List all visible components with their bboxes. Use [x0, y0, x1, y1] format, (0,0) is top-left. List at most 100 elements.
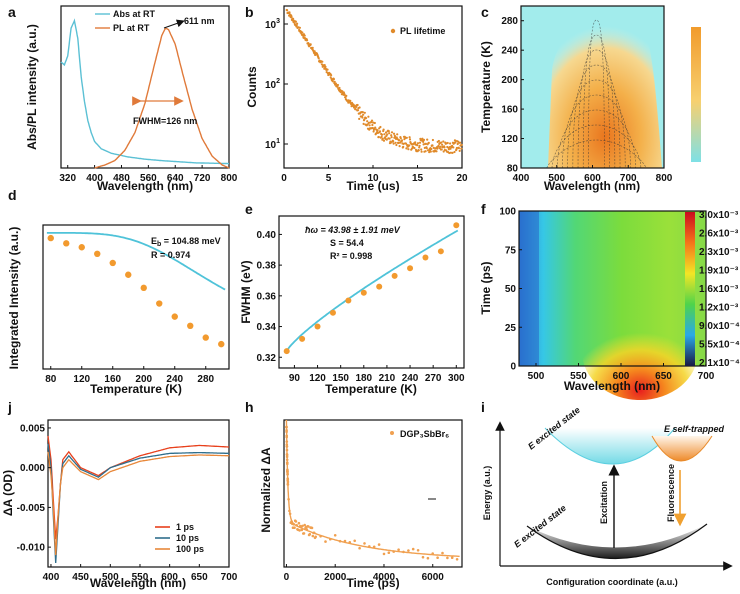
fluorescence-label: Fluorescence — [666, 464, 676, 522]
lifetime-point — [295, 24, 298, 27]
lifetime-point — [424, 150, 427, 153]
lifetime-point — [358, 106, 361, 109]
lifetime-point — [356, 103, 359, 107]
lifetime-point — [417, 149, 420, 152]
lifetime-point — [408, 144, 411, 147]
panel-j-x-tick-label: 650 — [191, 572, 208, 583]
excitation-label: Excitation — [599, 481, 609, 524]
lifetime-point — [395, 143, 398, 147]
panel-d-point — [202, 334, 209, 341]
panel-b-ylabel: Counts — [245, 66, 259, 108]
lifetime-point — [420, 148, 423, 151]
panel-i-xlabel: Configuration coordinate (a.u.) — [546, 577, 678, 587]
panel-e-frame — [278, 215, 465, 369]
lifetime-point — [376, 129, 379, 132]
panel-c: 400 500 600 700 800 80 120 160 200 240 280 Wavelen… — [479, 5, 701, 193]
panel-e-point — [283, 348, 290, 355]
lifetime-point — [446, 141, 449, 145]
lifetime-point — [326, 68, 329, 71]
panel-h-xlabel: Time (ps) — [346, 576, 399, 590]
panel-e-y-tick-label: 0.34 — [257, 322, 277, 333]
panel-j-y-tick-label: -0.005 — [17, 503, 46, 514]
panel-d-point — [140, 284, 147, 292]
panel-d-x-tick-label: 200 — [135, 374, 152, 385]
panel-f-y-tick-label: 0 — [510, 362, 516, 373]
panel-d-point — [171, 313, 178, 320]
legend-dgp-label: DGP₃SbBr₆ — [400, 429, 449, 439]
panel-h-point — [382, 552, 386, 556]
ground-state-well — [527, 524, 707, 559]
s-annotation: S = 54.4 — [330, 238, 364, 248]
lifetime-point — [458, 149, 461, 152]
panel-label-b: b — [245, 4, 254, 20]
panel-j-ylabel: ΔA (OD) — [1, 470, 15, 516]
lifetime-point — [382, 128, 385, 131]
lifetime-point — [349, 99, 352, 102]
panel-d-fit-curve — [46, 232, 226, 291]
lifetime-point — [371, 123, 374, 127]
lifetime-point — [366, 123, 369, 126]
panel-j-legend-label: 10 ps — [176, 533, 199, 543]
abs-series-line — [60, 18, 229, 165]
panel-h-point — [411, 547, 415, 551]
panel-c-x-tick-label: 500 — [548, 173, 565, 184]
lifetime-point — [378, 130, 382, 133]
lifetime-point — [392, 142, 395, 145]
panel-c-contour — [562, 94, 631, 169]
lifetime-point — [323, 64, 326, 67]
panel-c-y-tick-label: 280 — [501, 16, 518, 27]
lifetime-point — [343, 93, 346, 96]
lifetime-point — [332, 78, 335, 81]
panel-c-y-tick-label: 160 — [501, 105, 518, 116]
lifetime-point — [313, 52, 316, 55]
lifetime-point — [426, 138, 429, 141]
panel-j-xlabel: Wavelength (nm) — [90, 576, 186, 590]
lifetime-point — [407, 148, 410, 151]
panel-h-point — [426, 556, 430, 560]
panel-d-x-tick-label: 240 — [166, 374, 183, 385]
panel-d-point — [125, 271, 132, 278]
panel-f-x-tick-label: 700 — [698, 371, 715, 382]
panel-d-point — [156, 300, 163, 307]
lifetime-point — [286, 9, 289, 12]
lifetime-point — [362, 113, 365, 116]
lifetime-point — [382, 139, 386, 142]
panel-h-point — [353, 539, 357, 543]
lifetime-point — [408, 138, 412, 141]
panel-f-x-tick-label: 500 — [528, 371, 545, 382]
panel-e-ylabel: FWHM (eV) — [239, 260, 253, 323]
lifetime-point — [451, 144, 454, 147]
panel-b-y-tick-label: 103 — [265, 18, 280, 31]
lifetime-point — [430, 147, 433, 151]
panel-e-x-tick-label: 300 — [448, 373, 465, 384]
lifetime-point — [443, 146, 446, 149]
panel-a-x-tick-label: 560 — [140, 173, 157, 184]
panel-h-point — [416, 549, 420, 552]
lifetime-point — [440, 141, 443, 144]
lifetime-point — [388, 132, 391, 135]
panel-e-x-tick-label: 240 — [402, 373, 419, 384]
panel-e-point — [345, 297, 352, 304]
panel-e-point — [407, 265, 414, 272]
panel-f-colorbar-label: 1.9x10⁻³ — [699, 266, 739, 277]
lifetime-points — [285, 8, 463, 155]
panel-h-point — [307, 525, 310, 528]
self-trapped-curve — [651, 435, 713, 462]
r2-annotation: R² = 0.998 — [330, 251, 372, 261]
panel-e-point — [391, 272, 398, 279]
lifetime-point — [334, 82, 337, 85]
panel-e-y-tick-label: 0.36 — [257, 291, 277, 302]
lifetime-point — [292, 17, 295, 20]
lifetime-point — [437, 139, 440, 143]
panel-j-legend-label: 1 ps — [176, 522, 194, 532]
lifetime-point — [421, 137, 424, 140]
panel-label-f: f — [481, 201, 486, 217]
lifetime-point — [301, 31, 304, 34]
lifetime-point — [459, 141, 462, 144]
panel-d-point — [109, 259, 116, 267]
lifetime-point — [449, 151, 452, 154]
lifetime-point — [390, 134, 393, 137]
r-annotation: R = 0.974 — [151, 250, 190, 260]
lifetime-point — [298, 26, 301, 29]
